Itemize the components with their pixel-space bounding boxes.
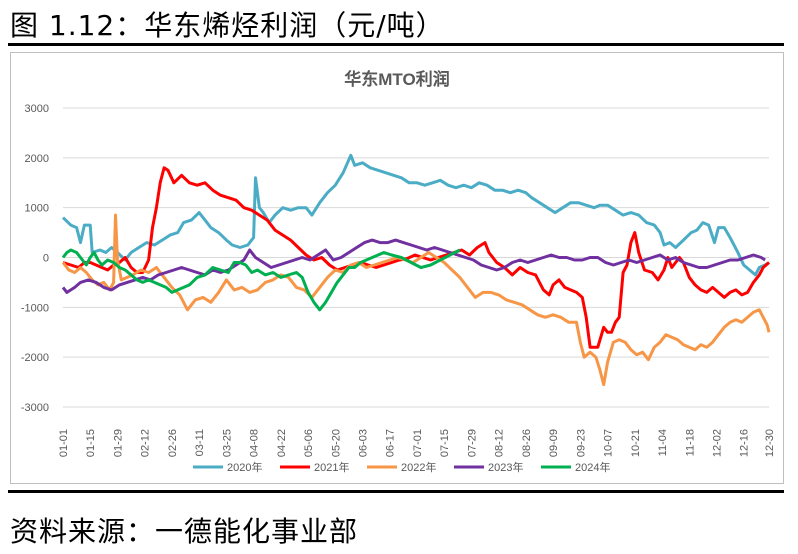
legend-label: 2022年: [401, 460, 436, 474]
series-line-2024年: [61, 248, 461, 312]
mto-profit-chart: 华东MTO利润 3000 2000 1000 0 -1000 -2000 -3000 01-0…: [21, 69, 776, 474]
series-lines: [61, 153, 771, 387]
x-tick-label: 12-30: [764, 429, 776, 457]
x-tick-label: 10-07: [603, 429, 615, 457]
x-tick-label: 06-17: [385, 429, 397, 457]
x-tick-label: 08-26: [521, 429, 533, 457]
axes: 3000 2000 1000 0 -1000 -2000 -3000 01-01 01-15 01…: [21, 103, 776, 457]
legend-label: 2020年: [227, 460, 262, 474]
x-tick-label: 03-25: [221, 429, 233, 457]
x-tick-label: 07-01: [412, 429, 424, 457]
x-tick-label: 10-21: [630, 429, 642, 457]
y-tick-label: 2000: [25, 153, 49, 165]
legend-label: 2021年: [314, 460, 349, 474]
x-tick-label: 04-08: [249, 429, 261, 457]
x-tick-label: 06-03: [358, 429, 370, 457]
legend-label: 2023年: [488, 460, 523, 474]
y-tick-label: 1000: [25, 203, 49, 215]
x-tick-label: 02-26: [167, 429, 179, 457]
x-tick-label: 04-22: [276, 429, 288, 457]
x-tick-label: 07-15: [439, 429, 451, 457]
x-tick-label: 05-06: [303, 429, 315, 457]
x-tick-label: 12-02: [711, 429, 723, 457]
chart-title: 华东MTO利润: [344, 69, 449, 89]
x-tick-label: 11-04: [657, 429, 669, 456]
top-rule: [8, 43, 784, 46]
series-line-2020年: [61, 153, 770, 277]
y-tick-label: 0: [43, 253, 49, 265]
legend: 2020年 2021年 2022年 2023年 2024年: [193, 460, 610, 474]
x-tick-label: 03-11: [194, 429, 206, 456]
chart-frame: 华东MTO利润 3000 2000 1000 0 -1000 -2000 -3000 01-0…: [10, 52, 784, 484]
legend-label: 2024年: [575, 460, 610, 474]
x-tick-label: 01-29: [112, 429, 124, 457]
x-tick-label: 01-01: [58, 429, 70, 457]
x-tick-label: 07-29: [466, 429, 478, 457]
y-tick-label: -3000: [21, 402, 49, 414]
y-tick-label: 3000: [25, 103, 49, 115]
x-tick-label: 05-20: [330, 429, 342, 457]
gridlines: [63, 107, 769, 408]
x-tick-label: 09-09: [548, 429, 560, 457]
bottom-rule: [8, 490, 784, 493]
x-tick-label: 11-18: [684, 429, 696, 456]
y-tick-label: -2000: [21, 352, 49, 364]
y-tick-label: -1000: [21, 302, 49, 314]
figure-title: 图 1.12：华东烯烃利润（元/吨）: [10, 9, 445, 42]
series-line-2023年: [61, 238, 766, 294]
source-note: 资料来源：一德能化事业部: [10, 515, 359, 548]
x-tick-label: 09-23: [575, 429, 587, 457]
x-tick-label: 01-15: [85, 429, 97, 457]
x-tick-label: 12-16: [739, 429, 751, 457]
x-tick-label: 02-12: [140, 429, 152, 457]
x-tick-label: 08-12: [494, 429, 506, 457]
